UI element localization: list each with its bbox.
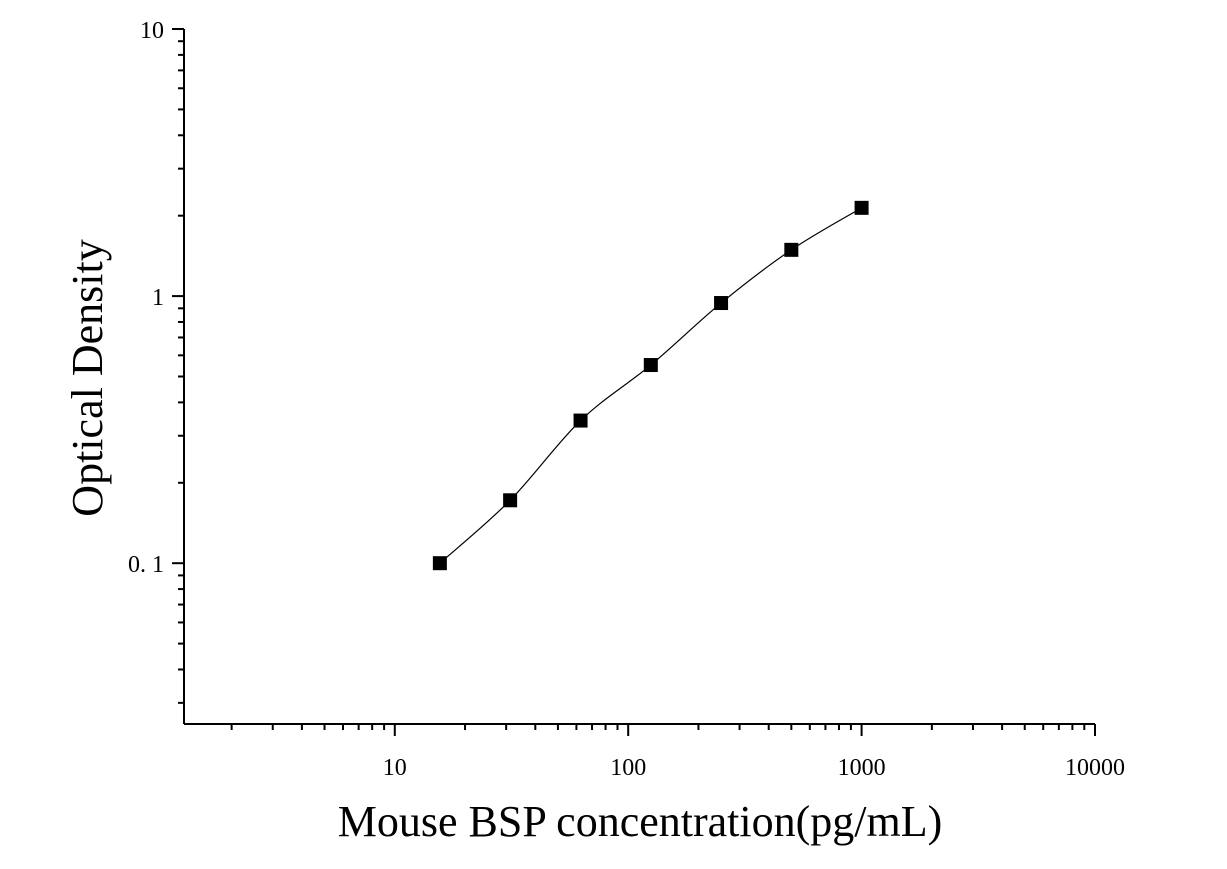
fit-curve [439,207,862,564]
y-axis-title: Optical Density [63,239,112,516]
data-point [643,358,658,373]
data-point [503,493,518,508]
data-point [714,296,729,311]
data-points [432,200,869,571]
data-point [784,242,799,257]
data-point [432,556,447,571]
x-tick-label: 10000 [1065,755,1125,781]
y-tick-label: 10 [140,18,164,44]
axes: 0. 1 1 10 10 100 1000 10000 [128,18,1125,781]
x-ticks: 10 100 1000 10000 [230,724,1125,781]
x-tick-label: 100 [610,755,646,781]
data-point [854,200,869,215]
y-tick-label: 1 [152,285,164,311]
data-point [573,413,588,428]
x-tick-label: 1000 [838,755,886,781]
y-ticks: 0. 1 1 10 [128,18,184,704]
y-tick-label: 0. 1 [128,552,164,578]
x-axis-title: Mouse BSP concentration(pg/mL) [338,797,943,846]
x-tick-label: 10 [383,755,407,781]
